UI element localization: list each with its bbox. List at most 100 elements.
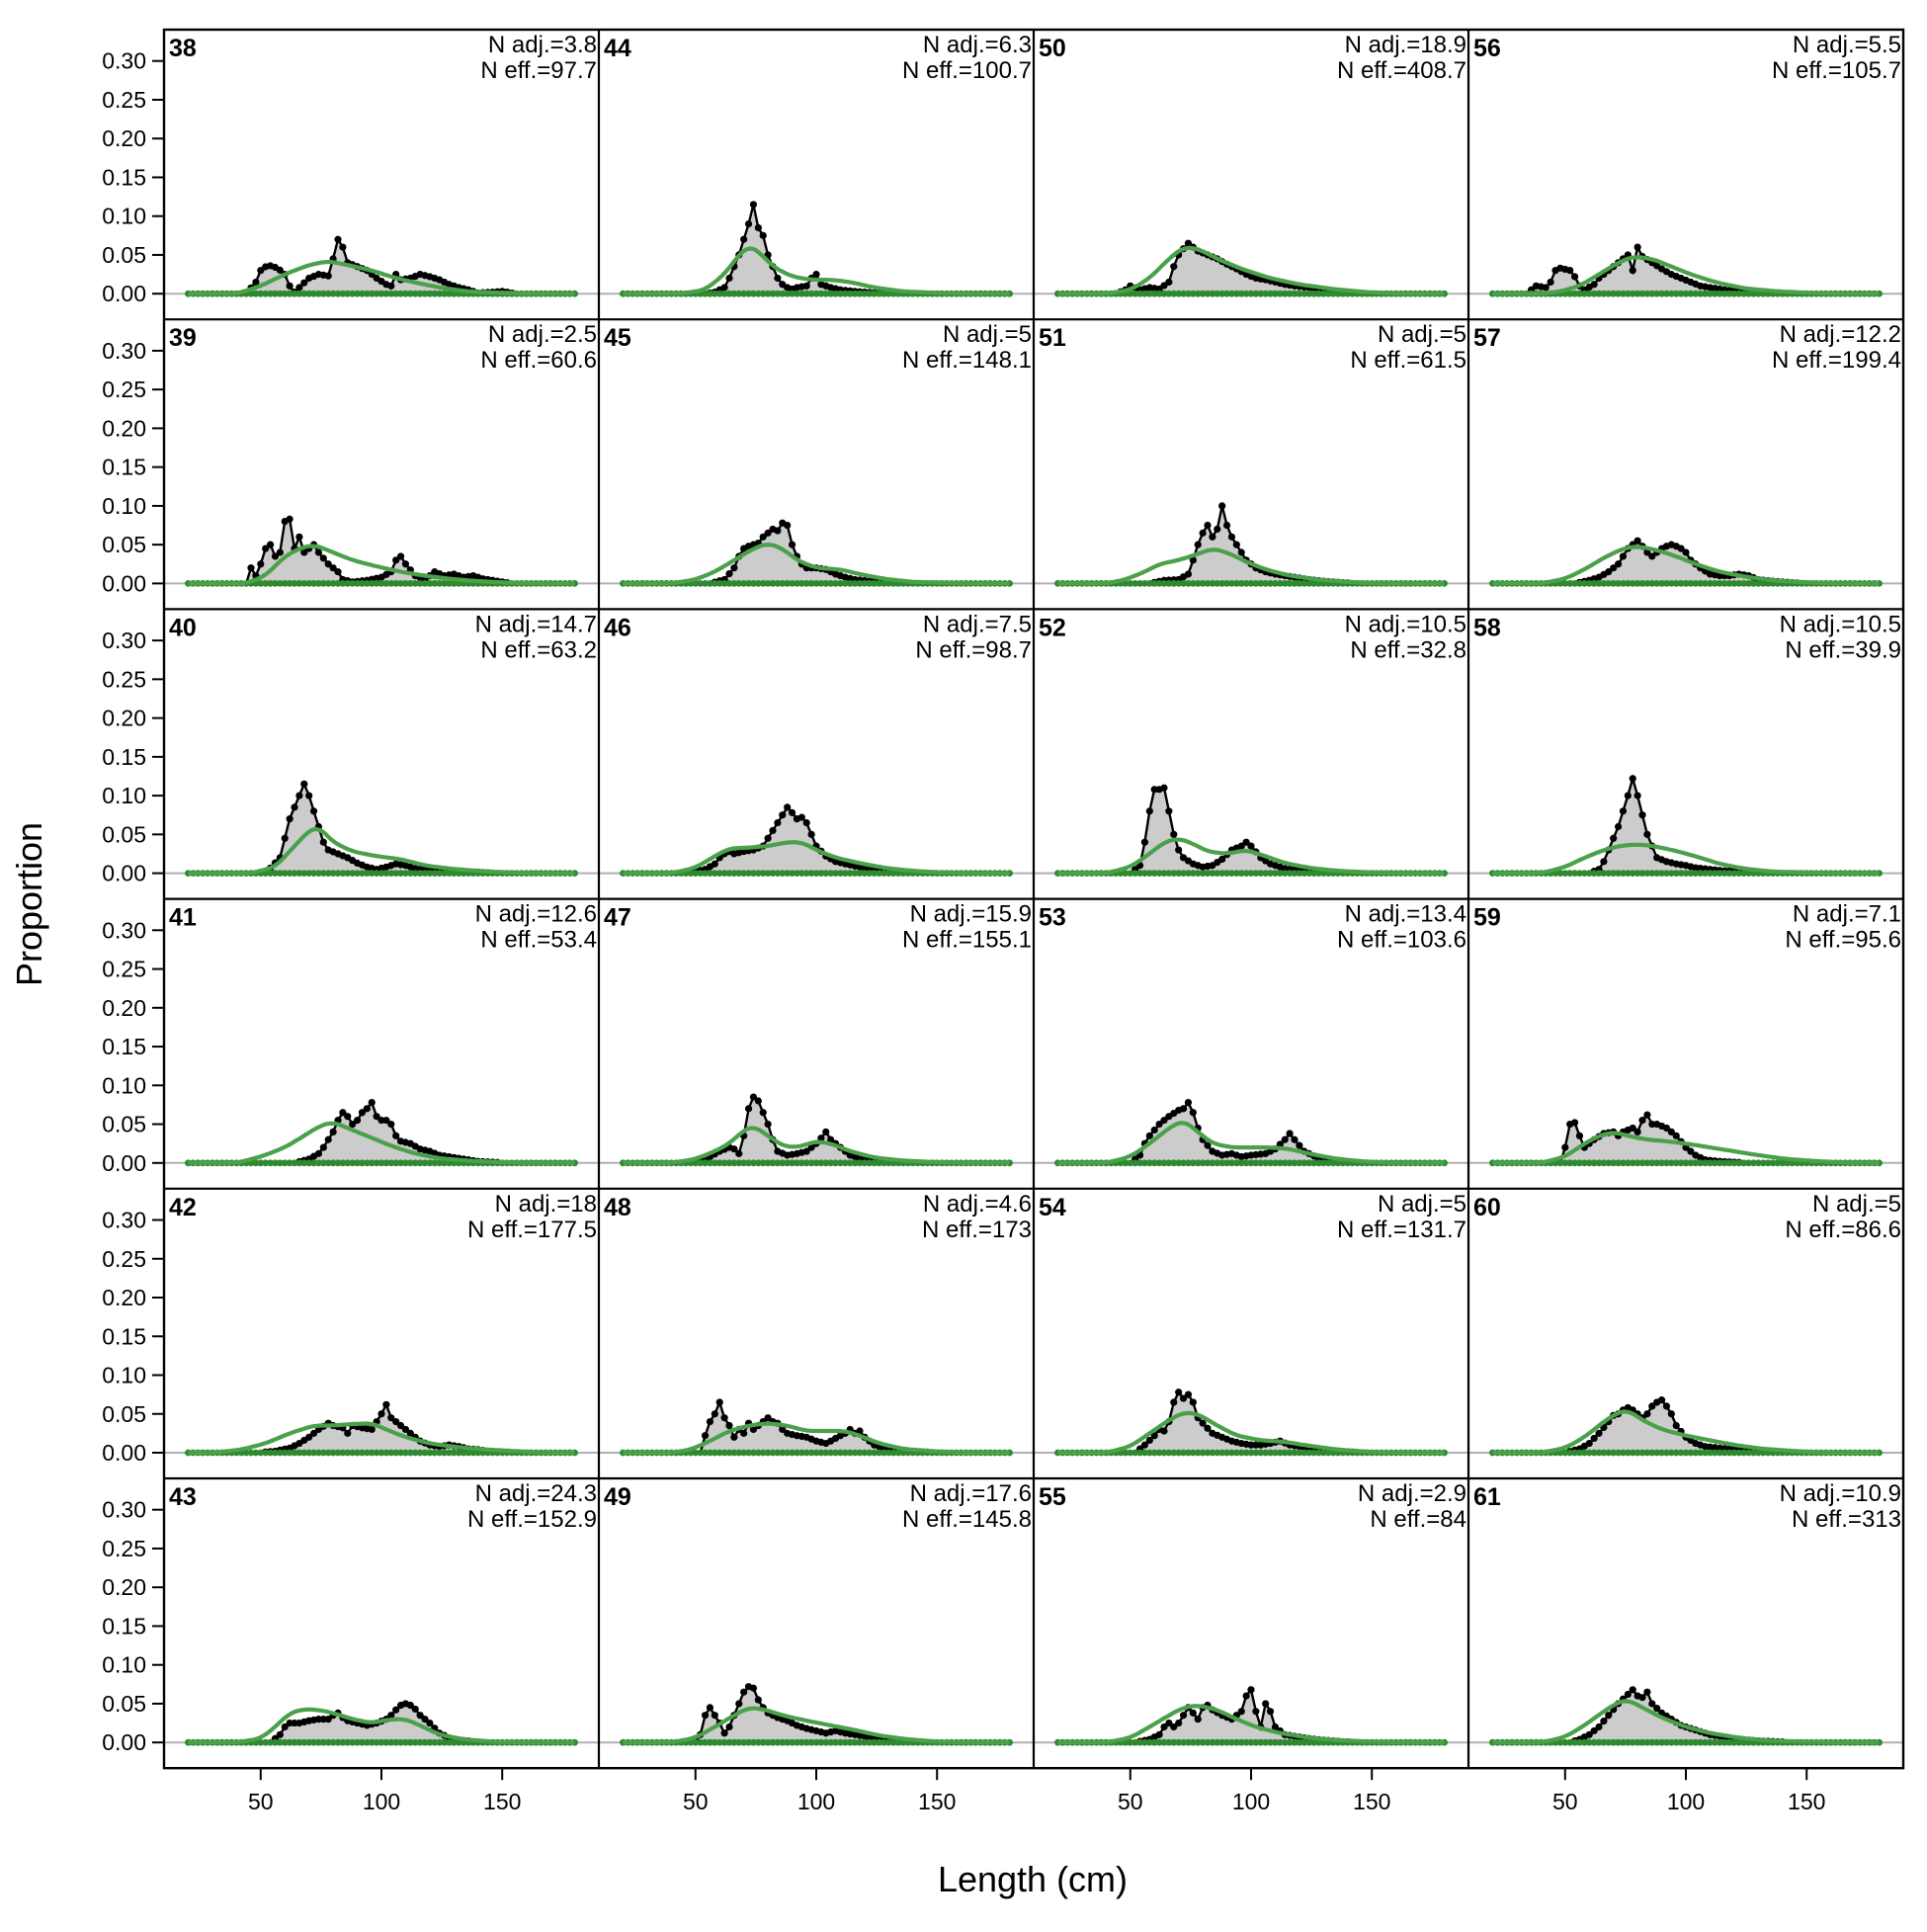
- bin-marker-60: [1653, 1449, 1661, 1457]
- bin-marker-44: [715, 290, 723, 297]
- bin-marker-56: [1571, 290, 1578, 297]
- bin-marker-40: [354, 870, 361, 877]
- bin-marker-43: [436, 1738, 444, 1746]
- bin-marker-44: [797, 290, 805, 297]
- bin-marker-53: [1145, 1159, 1153, 1167]
- bin-marker-52: [1262, 870, 1270, 877]
- observed-point-46: [769, 826, 777, 835]
- bin-marker-57: [1610, 580, 1618, 587]
- bin-marker-39: [406, 580, 414, 587]
- expected-line-51: [1057, 547, 1445, 586]
- observed-point-47: [749, 1093, 758, 1101]
- panel-label-40: 40: [169, 614, 197, 641]
- panel-61: 61 N adj.=10.9N eff.=313: [1468, 1480, 1903, 1746]
- bin-marker-46: [884, 870, 892, 877]
- bin-marker-41: [359, 1159, 366, 1167]
- bin-marker-51: [1257, 580, 1265, 587]
- bin-marker-58: [1571, 870, 1578, 877]
- bin-marker-61: [1707, 1738, 1714, 1746]
- bin-marker-56: [1638, 290, 1646, 297]
- bin-marker-58: [1590, 870, 1598, 877]
- bin-marker-53: [1218, 1159, 1226, 1167]
- bin-marker-54: [1291, 1449, 1299, 1457]
- bin-marker-57: [1629, 580, 1636, 587]
- bin-marker-56: [1677, 290, 1685, 297]
- bin-marker-57: [1658, 580, 1665, 587]
- observed-point-42: [305, 1433, 313, 1441]
- observed-point-40: [291, 803, 298, 811]
- n-adj-label-47: N adj.=15.9: [910, 901, 1032, 928]
- bin-marker-38: [267, 290, 274, 297]
- bin-marker-40: [276, 870, 284, 877]
- bin-marker-47: [812, 1159, 820, 1167]
- bin-marker-57: [1725, 580, 1733, 587]
- observed-point-56: [1547, 278, 1554, 287]
- n-eff-label-50: N eff.=408.7: [1337, 57, 1466, 84]
- n-adj-label-59: N adj.=7.1: [1793, 901, 1901, 928]
- panel-label-38: 38: [169, 35, 197, 62]
- bin-marker-54: [1127, 1449, 1134, 1457]
- bin-marker-57: [1730, 580, 1738, 587]
- bin-marker-50: [1141, 290, 1148, 297]
- bin-marker-39: [272, 580, 279, 587]
- bin-marker-53: [1189, 1159, 1197, 1167]
- bin-marker-53: [1286, 1159, 1294, 1167]
- bin-marker-60: [1672, 1449, 1680, 1457]
- observed-point-56: [1629, 267, 1636, 275]
- bin-marker-57: [1687, 580, 1695, 587]
- observed-point-40: [305, 792, 313, 799]
- bin-marker-60: [1561, 1449, 1569, 1457]
- observed-point-53: [1179, 1105, 1188, 1113]
- bin-marker-47: [692, 1159, 700, 1167]
- bin-marker-58: [1735, 870, 1743, 877]
- bin-marker-42: [460, 1449, 467, 1457]
- bin-marker-47: [880, 1159, 887, 1167]
- bin-marker-53: [1194, 1159, 1202, 1167]
- bin-marker-43: [441, 1738, 448, 1746]
- bin-marker-59: [1697, 1159, 1705, 1167]
- bin-marker-43: [281, 1738, 289, 1746]
- bin-marker-40: [397, 870, 404, 877]
- bin-marker-51: [1300, 580, 1308, 587]
- bin-marker-51: [1175, 580, 1183, 587]
- panel-label-42: 42: [169, 1194, 197, 1221]
- observed-point-45: [725, 569, 733, 578]
- bin-marker-59: [1784, 1159, 1792, 1167]
- observed-point-59: [1634, 1128, 1641, 1135]
- y-tick-label: 0.05: [102, 821, 146, 847]
- bin-marker-54: [1194, 1449, 1202, 1457]
- expected-line-39: [188, 544, 575, 586]
- observed-point-46: [784, 803, 792, 811]
- n-eff-label-45: N eff.=148.1: [902, 347, 1032, 374]
- bin-marker-51: [1155, 580, 1163, 587]
- bin-marker-47: [779, 1159, 787, 1167]
- observed-point-55: [1155, 1730, 1163, 1738]
- bin-marker-38: [406, 290, 414, 297]
- observed-point-61: [1600, 1718, 1608, 1725]
- bin-marker-38: [402, 290, 409, 297]
- y-tick-label: 0.00: [102, 281, 146, 306]
- bin-marker-58: [1711, 870, 1718, 877]
- bin-marker-40: [392, 870, 400, 877]
- observed-point-49: [720, 1729, 728, 1737]
- bin-marker-52: [1122, 870, 1130, 877]
- bin-marker-48: [812, 1449, 820, 1457]
- bin-marker-43: [446, 1738, 453, 1746]
- bin-marker-48: [697, 1449, 705, 1457]
- bin-marker-59: [1605, 1159, 1613, 1167]
- bin-marker-45: [697, 580, 705, 587]
- bin-marker-41: [267, 1159, 274, 1167]
- bin-marker-48: [827, 1449, 835, 1457]
- observed-point-40: [300, 780, 308, 788]
- bin-marker-53: [1204, 1159, 1212, 1167]
- bin-marker-50: [1209, 290, 1216, 297]
- bin-marker-53: [1324, 1159, 1332, 1167]
- bin-marker-60: [1638, 1449, 1646, 1457]
- bin-marker-61: [1672, 1738, 1680, 1746]
- bin-marker-47: [735, 1159, 743, 1167]
- bin-marker-55: [1286, 1738, 1294, 1746]
- bin-marker-50: [1324, 290, 1332, 297]
- bin-marker-51: [1252, 580, 1260, 587]
- bin-marker-45: [715, 580, 723, 587]
- bin-marker-39: [421, 580, 429, 587]
